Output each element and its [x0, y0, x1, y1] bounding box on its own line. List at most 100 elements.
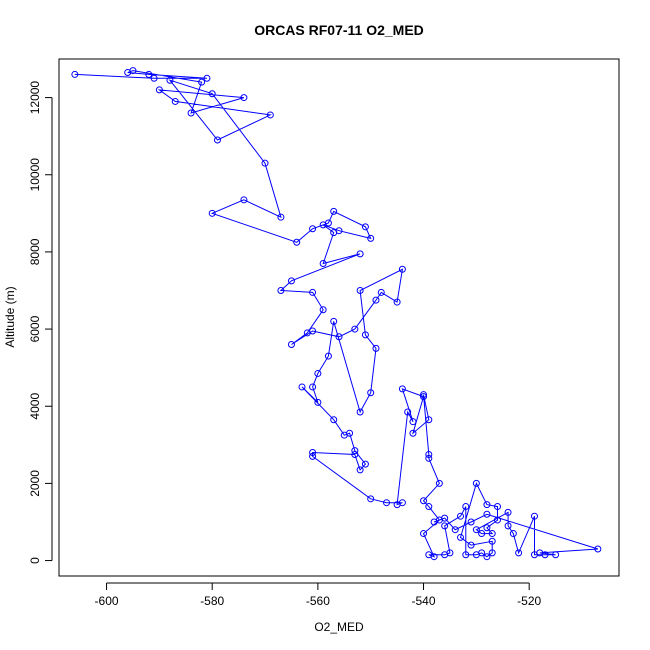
data-point: [451, 526, 459, 534]
data-point: [404, 408, 412, 416]
data-point: [435, 479, 443, 487]
y-tick-label: 6000: [28, 315, 42, 342]
data-point: [425, 551, 433, 559]
data-point: [314, 369, 322, 377]
data-point: [441, 514, 449, 522]
data-point: [467, 541, 475, 549]
data-point: [420, 393, 428, 401]
data-point: [393, 501, 401, 509]
y-tick-label: 12000: [28, 81, 42, 115]
data-point: [351, 447, 359, 455]
data-point: [356, 408, 364, 416]
data-point: [483, 553, 491, 561]
axes: -600 -580 -560 -540 -520 0 2000 4000 6000 8000 100…: [28, 81, 542, 608]
data-point: [240, 94, 248, 102]
x-tick-label: -580: [200, 594, 224, 608]
data-point: [351, 450, 359, 458]
data-point: [472, 526, 480, 534]
series-line: [74, 70, 599, 558]
data-point: [330, 229, 338, 237]
data-point: [398, 385, 406, 393]
data-point: [478, 549, 486, 557]
y-tick-label: 8000: [28, 238, 42, 265]
data-point: [319, 306, 327, 314]
data-point: [277, 213, 285, 221]
data-point: [409, 429, 417, 437]
data-point: [372, 344, 380, 352]
data-point: [367, 234, 375, 242]
data-point: [478, 530, 486, 538]
data-point: [277, 286, 285, 294]
data-point: [457, 533, 465, 541]
data-point: [430, 518, 438, 526]
data-point: [71, 70, 79, 78]
data-point: [240, 196, 248, 204]
data-point: [293, 238, 301, 246]
data-point: [356, 466, 364, 474]
chart-title: ORCAS RF07-11 O2_MED: [254, 22, 424, 38]
plot-frame: [58, 58, 620, 577]
data-point: [425, 450, 433, 458]
data-point: [330, 207, 338, 215]
data-point: [324, 352, 332, 360]
data-point: [287, 277, 295, 285]
data-point: [330, 317, 338, 325]
data-point: [504, 522, 512, 530]
series-layer: [71, 67, 602, 561]
data-point: [367, 495, 375, 503]
data-point: [198, 78, 206, 86]
data-point: [298, 383, 306, 391]
data-point: [488, 530, 496, 538]
data-point: [530, 512, 538, 520]
data-point: [166, 76, 174, 84]
data-point: [594, 545, 602, 553]
data-point: [309, 452, 317, 460]
data-point: [361, 223, 369, 231]
data-point: [462, 503, 470, 511]
data-point: [361, 460, 369, 468]
data-point: [462, 551, 470, 559]
x-tick-label: -560: [306, 594, 330, 608]
data-point: [488, 537, 496, 545]
data-point: [467, 518, 475, 526]
data-point: [377, 288, 385, 296]
x-tick-label: -520: [517, 594, 541, 608]
data-point: [493, 503, 501, 511]
x-tick-label: -600: [95, 594, 119, 608]
data-point: [309, 449, 317, 457]
data-point: [425, 454, 433, 462]
data-point: [213, 136, 221, 144]
data-point: [425, 416, 433, 424]
data-point: [309, 225, 317, 233]
data-point: [351, 325, 359, 333]
data-point: [309, 383, 317, 391]
data-point: [145, 70, 153, 78]
data-point: [536, 549, 544, 557]
y-tick-label: 10000: [28, 158, 42, 192]
data-point: [493, 516, 501, 524]
data-point: [515, 549, 523, 557]
data-point: [208, 209, 216, 217]
data-point: [171, 97, 179, 105]
data-point: [314, 398, 322, 406]
data-point: [483, 501, 491, 509]
data-point: [361, 331, 369, 339]
data-point: [319, 259, 327, 267]
data-point: [261, 159, 269, 167]
data-point: [150, 74, 158, 82]
data-point: [266, 111, 274, 119]
data-point: [483, 510, 491, 518]
data-point: [335, 333, 343, 341]
data-point: [420, 497, 428, 505]
data-point: [203, 74, 211, 82]
data-point: [372, 296, 380, 304]
data-point: [346, 429, 354, 437]
data-point: [309, 288, 317, 296]
data-point: [472, 479, 480, 487]
data-point: [129, 67, 137, 75]
data-point: [509, 530, 517, 538]
data-point: [398, 265, 406, 273]
y-tick-label: 2000: [28, 470, 42, 497]
data-point: [483, 524, 491, 532]
data-point: [420, 530, 428, 538]
